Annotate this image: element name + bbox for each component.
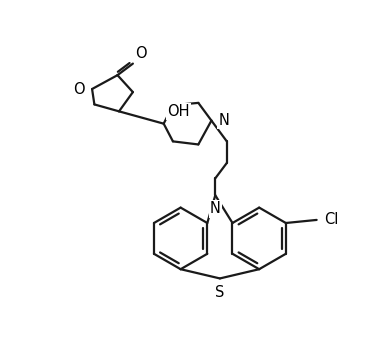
- Text: O: O: [73, 82, 84, 97]
- Text: N: N: [218, 113, 229, 128]
- Text: S: S: [215, 286, 225, 300]
- Text: OH: OH: [168, 104, 190, 119]
- Text: Cl: Cl: [324, 212, 339, 227]
- Text: N: N: [210, 202, 221, 216]
- Text: O: O: [135, 46, 147, 61]
